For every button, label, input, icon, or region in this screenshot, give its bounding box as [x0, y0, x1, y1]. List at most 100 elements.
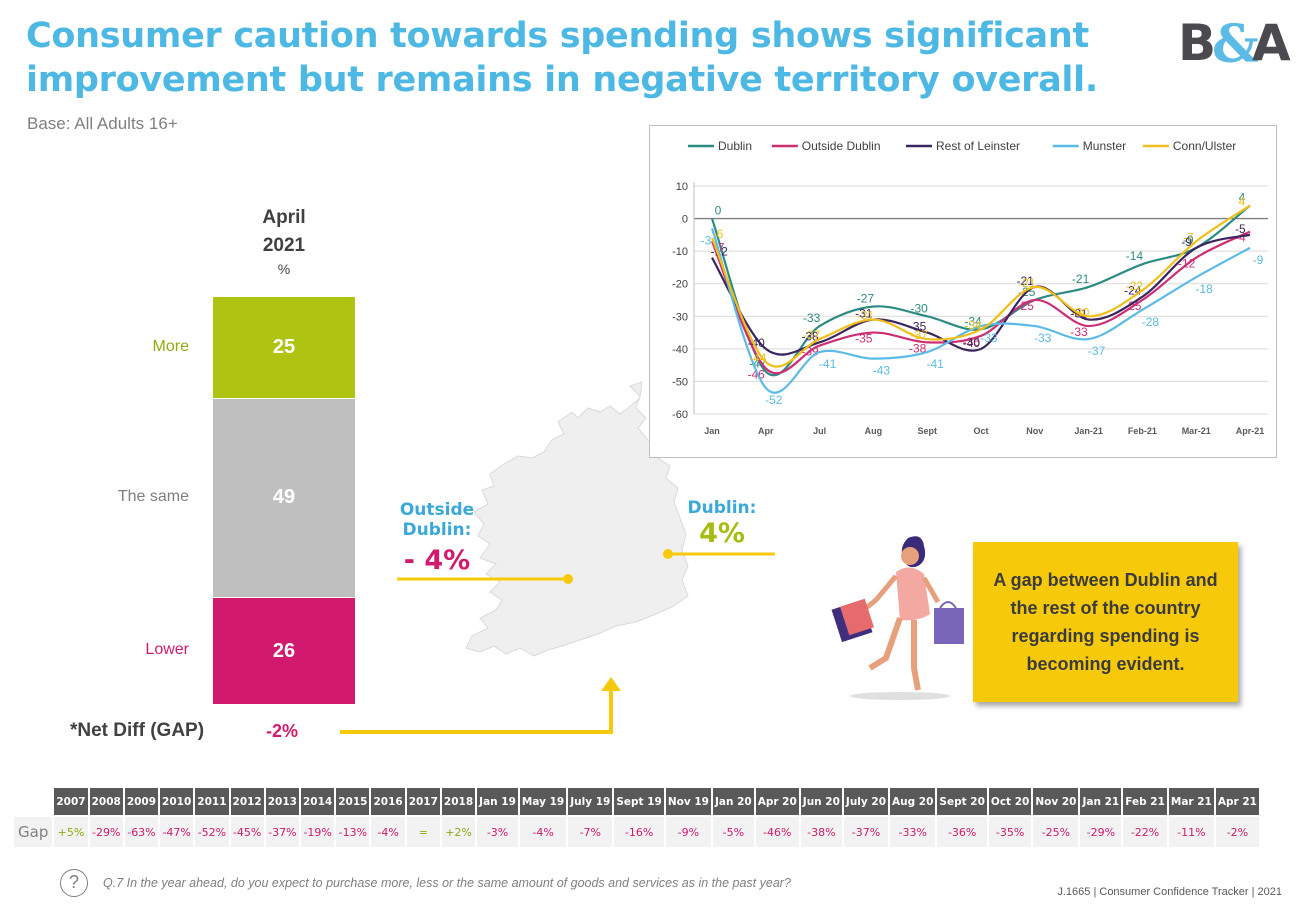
gap-cell: -52% — [195, 817, 229, 847]
stack-heading-unit: % — [277, 261, 291, 277]
data-label: -33 — [1034, 331, 1052, 345]
stacked-bar: 25 More 49 The same 26 Lower — [118, 297, 355, 704]
gap-cell: -46% — [755, 817, 799, 847]
legend-label: Conn/Ulster — [1173, 139, 1236, 153]
data-label: -34 — [964, 318, 982, 332]
stack-heading-year: 2021 — [262, 235, 306, 256]
data-label: -9 — [1253, 253, 1264, 267]
gap-column-header: 2007 — [54, 788, 88, 815]
gap-cell: = — [406, 817, 440, 847]
logo-b: B — [1178, 14, 1216, 66]
gap-column-header: Sept 20 — [937, 788, 987, 815]
data-label: -30 — [911, 301, 929, 315]
data-label: -12 — [1178, 257, 1196, 271]
gap-column-header: Mar 21 — [1168, 788, 1214, 815]
stack-heading: April 2021 % — [213, 204, 355, 278]
data-label: -40 — [963, 336, 981, 350]
gap-column-header: 2015 — [336, 788, 370, 815]
stack-segment-more: 25 — [213, 297, 355, 398]
outside-dublin-marker — [563, 574, 573, 584]
gap-cell: -35% — [988, 817, 1032, 847]
data-label: -33 — [980, 331, 998, 345]
gap-column-header: Jan 20 — [712, 788, 754, 815]
x-tick-label: Jan — [704, 426, 720, 436]
gap-column-header: Jun 20 — [800, 788, 842, 815]
gap-cell: -33% — [890, 817, 936, 847]
gap-column-header: 2008 — [89, 788, 123, 815]
dublin-value: 4% — [699, 518, 745, 549]
data-label: -21 — [1072, 272, 1090, 286]
series-line-munster — [710, 227, 1251, 394]
y-tick-label: -60 — [672, 409, 688, 421]
data-label: -36 — [963, 335, 981, 349]
legend-label: Rest of Leinster — [936, 139, 1020, 153]
x-tick-label: Apr — [758, 426, 774, 436]
x-tick-label: Feb-21 — [1128, 426, 1157, 436]
x-tick-label: Sept — [917, 426, 937, 436]
brand-logo: B & A — [1178, 14, 1291, 66]
gap-column-header: Nov 19 — [665, 788, 711, 815]
data-label: -37 — [803, 328, 821, 342]
data-label: -38 — [801, 329, 819, 343]
legend-label: Outside Dublin — [802, 139, 881, 153]
logo-ampersand: & — [1212, 14, 1259, 66]
data-label: -27 — [857, 292, 875, 306]
data-label: 4 — [1239, 195, 1246, 209]
gap-cell: -47% — [160, 817, 194, 847]
series-line-outside-dublin — [710, 230, 1251, 375]
dublin-marker — [663, 549, 673, 559]
gap-column-header: Nov 20 — [1033, 788, 1079, 815]
x-tick-label: Jan-21 — [1074, 426, 1103, 436]
data-label: -35 — [855, 332, 873, 346]
series-line-rest-of-leinster — [711, 233, 1251, 356]
data-label: -43 — [873, 364, 891, 378]
data-label: -52 — [765, 393, 783, 407]
data-label: -33 — [803, 311, 821, 325]
y-tick-label: -20 — [672, 279, 688, 291]
stack-segment-label: More — [152, 337, 189, 355]
stack-segment-value: 25 — [272, 335, 296, 358]
data-label: -6 — [713, 227, 724, 241]
outside-dublin-value: - 4% — [403, 545, 471, 576]
stack-segment-the-same: 49 — [213, 398, 355, 598]
legend-label: Munster — [1083, 139, 1126, 153]
gap-cell: -22% — [1123, 817, 1167, 847]
gap-column-header: 2013 — [265, 788, 299, 815]
data-label: -37 — [1088, 344, 1106, 358]
gap-cell: -9% — [665, 817, 711, 847]
gap-cell: +5% — [54, 817, 88, 847]
stack-segment-lower: 26 — [213, 598, 355, 704]
gap-column-header: 2016 — [371, 788, 405, 815]
gap-column-header: July 20 — [843, 788, 889, 815]
data-label: -30 — [1072, 305, 1090, 319]
y-tick-label: 0 — [682, 214, 688, 226]
data-label: -46 — [748, 367, 766, 381]
gap-cell: -2% — [1215, 817, 1259, 847]
data-label: -34 — [964, 314, 982, 328]
gap-cell: -37% — [843, 817, 889, 847]
series-line-conn-ulster — [710, 204, 1251, 368]
data-label: -9 — [1181, 235, 1192, 249]
question-icon: ? — [60, 869, 88, 897]
gap-cell: -37% — [265, 817, 299, 847]
page-title: Consumer caution towards spending shows … — [26, 16, 1098, 100]
gap-cell: -16% — [614, 817, 664, 847]
base-note: Base: All Adults 16+ — [27, 114, 178, 133]
dublin-label: Dublin: — [687, 498, 757, 518]
y-tick-label: -30 — [672, 311, 688, 323]
x-tick-label: Oct — [973, 426, 988, 436]
gap-cell: -13% — [336, 817, 370, 847]
gap-table-corner — [14, 788, 52, 815]
stack-segment-value: 26 — [272, 639, 296, 662]
gap-cell: -25% — [1033, 817, 1079, 847]
gap-column-header: Apr 20 — [755, 788, 799, 815]
ireland-map — [465, 381, 689, 657]
x-tick-label: Nov — [1026, 426, 1043, 436]
data-label: -28 — [1142, 315, 1160, 329]
gap-cell: -11% — [1168, 817, 1214, 847]
gap-column-header: Oct 20 — [988, 788, 1032, 815]
data-label: -41 — [819, 357, 837, 371]
data-label: 0 — [715, 204, 722, 218]
data-label: -38 — [909, 341, 927, 355]
stack-segment-label: Lower — [145, 641, 189, 659]
